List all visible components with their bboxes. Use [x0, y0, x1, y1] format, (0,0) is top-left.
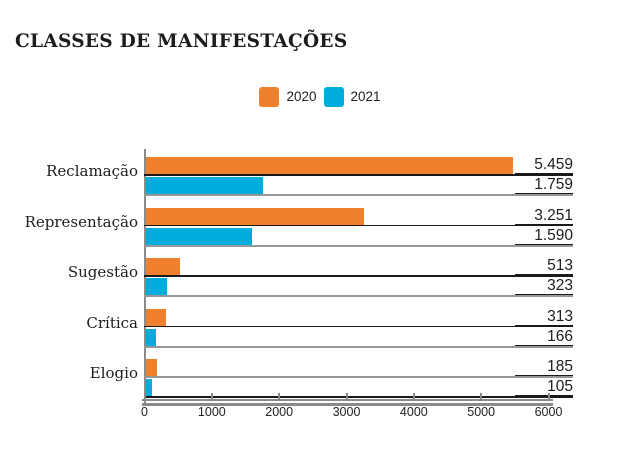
value-label-2021: 323	[515, 278, 573, 295]
row-rule	[144, 325, 573, 327]
row-rule	[144, 295, 573, 297]
bar-2020	[146, 157, 513, 174]
row-rule	[144, 194, 573, 196]
x-axis-tick-label: 1000	[197, 405, 226, 419]
bar-2021	[146, 177, 263, 194]
value-label-2020: 185	[515, 359, 573, 376]
x-axis-line-top	[142, 399, 553, 401]
category-label: Representação	[24, 212, 138, 231]
value-label-2021: 105	[515, 379, 573, 396]
bar-2021	[146, 278, 167, 295]
x-axis-tick-label: 2000	[265, 405, 294, 419]
bar-2020	[146, 258, 180, 275]
row-rule	[144, 275, 573, 277]
bar-2020	[146, 308, 166, 326]
bar-2021	[146, 379, 152, 396]
legend-label-2021: 2021	[350, 89, 381, 104]
x-axis-tick-label: 3000	[332, 405, 361, 419]
bar-2020	[146, 207, 364, 225]
row-rule	[144, 224, 573, 226]
value-label-2021: 1.590	[515, 227, 573, 245]
category-label: Elogio	[89, 364, 138, 382]
chart-title: CLASSES DE MANIFESTAÇÕES	[15, 31, 348, 52]
plot-area: 5.459 1.759 3.251 1.590 513 323 313 166 185 105 0 1…	[141, 148, 574, 428]
value-label-2020: 3.251	[515, 207, 573, 225]
x-axis-tick	[547, 393, 550, 399]
value-label-2020: 313	[515, 308, 573, 326]
bar-2021	[146, 328, 156, 346]
category-label: Crítica	[86, 313, 138, 332]
x-axis-tick	[210, 393, 213, 399]
chart-legend: 2020 2021	[0, 87, 640, 107]
category-label: Sugestão	[67, 263, 138, 281]
x-axis-tick	[412, 393, 415, 399]
value-label-2021: 166	[515, 328, 573, 346]
row-rule	[144, 244, 573, 247]
row-rule	[144, 174, 573, 176]
row-rule	[144, 345, 573, 348]
x-axis-line-bottom	[142, 402, 553, 406]
x-axis-tick	[345, 393, 348, 399]
x-axis-tick-label: 0	[141, 405, 148, 419]
bar-2021	[146, 227, 252, 245]
legend-swatch-2020	[259, 87, 280, 107]
y-axis-line	[144, 149, 146, 405]
x-axis-tick	[480, 393, 483, 399]
x-axis-tick	[143, 393, 146, 399]
row-rule	[144, 376, 573, 378]
x-axis-tick-label: 4000	[399, 405, 428, 419]
value-label-2020: 513	[515, 258, 573, 275]
x-axis-tick-label: 6000	[534, 405, 563, 419]
value-label-2020: 5.459	[515, 157, 573, 174]
legend-swatch-2021	[323, 87, 344, 107]
bar-2020	[146, 359, 157, 376]
value-label-2021: 1.759	[515, 177, 573, 194]
legend-label-2020: 2020	[286, 89, 317, 104]
x-axis-tick	[278, 393, 281, 399]
row-rule	[144, 396, 573, 398]
x-axis-tick-label: 5000	[467, 405, 496, 419]
category-label: Reclamação	[46, 162, 138, 180]
